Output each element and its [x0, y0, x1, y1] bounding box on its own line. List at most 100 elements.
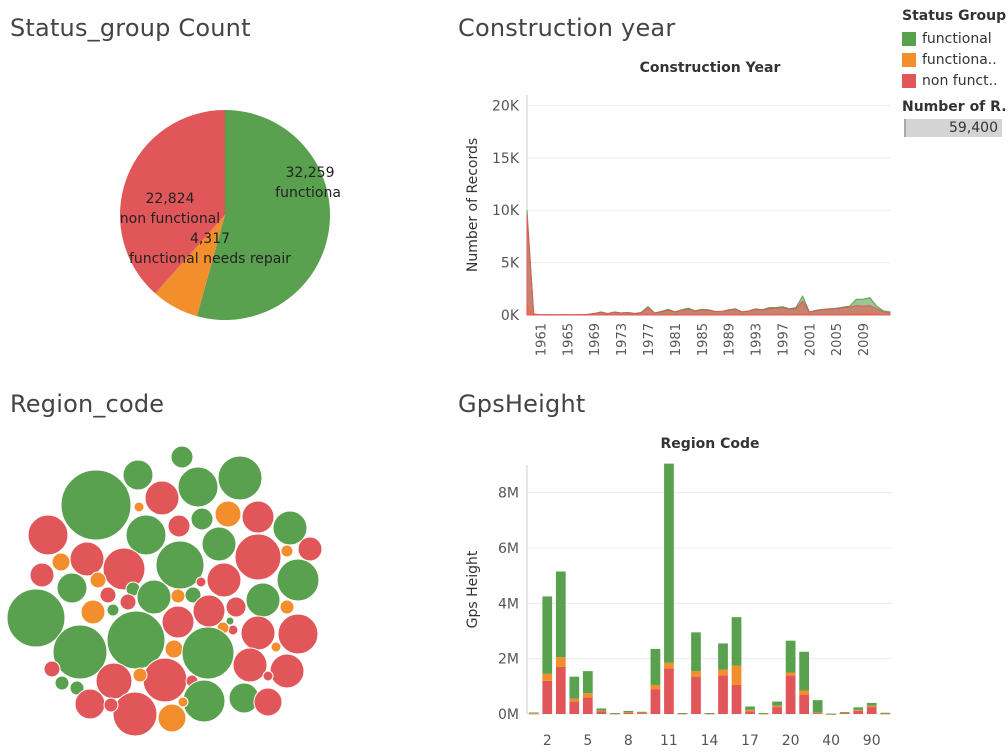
- bar-segment[interactable]: [542, 680, 553, 714]
- region-bubble[interactable]: [170, 445, 194, 469]
- bar-segment[interactable]: [853, 707, 864, 710]
- region-bubble[interactable]: [277, 613, 319, 655]
- region-bubble[interactable]: [262, 670, 274, 682]
- bar-segment[interactable]: [704, 713, 715, 714]
- bar-segment[interactable]: [812, 700, 823, 713]
- region-bubble[interactable]: [51, 552, 71, 572]
- region-bubble[interactable]: [133, 501, 145, 513]
- bar-segment[interactable]: [866, 702, 877, 706]
- region-bubble[interactable]: [214, 500, 242, 528]
- bar-segment[interactable]: [555, 666, 566, 714]
- bar-segment[interactable]: [772, 707, 782, 714]
- legend-item-non-functional[interactable]: non funct..: [902, 70, 1008, 91]
- region-bubble[interactable]: [56, 572, 88, 604]
- region-bubble[interactable]: [136, 579, 172, 615]
- bar-segment[interactable]: [853, 709, 864, 711]
- bar-segment[interactable]: [664, 463, 674, 663]
- region-bubble[interactable]: [241, 500, 275, 534]
- bar-segment[interactable]: [582, 671, 593, 694]
- region-bubble[interactable]: [27, 514, 69, 556]
- region-bubble[interactable]: [184, 586, 202, 604]
- region-bubble[interactable]: [195, 576, 207, 588]
- region-bubble[interactable]: [182, 679, 226, 723]
- bar-segment[interactable]: [718, 643, 728, 670]
- region-bubble[interactable]: [181, 626, 235, 680]
- region-bubble[interactable]: [102, 547, 146, 591]
- region-bubble[interactable]: [60, 469, 132, 541]
- bar-segment[interactable]: [555, 657, 566, 667]
- bar-segment[interactable]: [853, 710, 864, 714]
- bar-segment[interactable]: [691, 632, 701, 672]
- bar-segment[interactable]: [596, 711, 607, 714]
- bar-segment[interactable]: [718, 669, 728, 676]
- region-bubble[interactable]: [280, 544, 294, 558]
- pie-slice-0[interactable]: [196, 110, 330, 320]
- bar-segment[interactable]: [650, 684, 661, 690]
- bar-segment[interactable]: [880, 713, 891, 715]
- pie-slice-2[interactable]: [120, 110, 225, 294]
- bar-segment[interactable]: [731, 665, 742, 685]
- bar-segment[interactable]: [637, 712, 647, 714]
- region-bubble[interactable]: [225, 616, 235, 626]
- region-bubble[interactable]: [43, 660, 61, 678]
- bar-segment[interactable]: [745, 709, 755, 712]
- bar-segment[interactable]: [542, 673, 553, 681]
- construction-area-chart[interactable]: 0K 5K 10K 15K 20K Number of Records 1961 1965 19…: [455, 80, 900, 370]
- bar-segment[interactable]: [623, 710, 634, 713]
- legend-item-needs-repair[interactable]: functiona..: [902, 49, 1008, 70]
- region-bubble[interactable]: [6, 588, 66, 648]
- region-bubble[interactable]: [74, 688, 106, 720]
- region-bubble[interactable]: [269, 653, 305, 689]
- region-bubble[interactable]: [170, 588, 186, 604]
- region-bubble[interactable]: [119, 593, 137, 611]
- region-bubble[interactable]: [245, 582, 281, 618]
- bar-segment[interactable]: [785, 675, 796, 714]
- bar-segment[interactable]: [528, 712, 539, 714]
- region-bubble[interactable]: [225, 596, 247, 618]
- bar-segment[interactable]: [880, 712, 891, 714]
- region-bubble-chart[interactable]: [0, 440, 340, 750]
- bar-segment[interactable]: [691, 676, 701, 714]
- bar-segment[interactable]: [785, 672, 796, 676]
- region-bubble[interactable]: [297, 536, 323, 562]
- bar-segment[interactable]: [623, 712, 634, 714]
- region-bubble[interactable]: [279, 599, 295, 615]
- bar-segment[interactable]: [582, 697, 593, 714]
- bar-segment[interactable]: [596, 710, 607, 712]
- region-bubble[interactable]: [190, 507, 214, 531]
- region-bubble[interactable]: [29, 562, 55, 588]
- region-bubble[interactable]: [112, 691, 158, 737]
- bar-segment[interactable]: [555, 571, 566, 658]
- bar-segment[interactable]: [542, 596, 553, 674]
- region-bubble[interactable]: [164, 639, 184, 659]
- region-bubble[interactable]: [270, 641, 282, 653]
- region-bubble[interactable]: [80, 599, 106, 625]
- region-bubble[interactable]: [122, 459, 154, 491]
- bar-segment[interactable]: [826, 713, 837, 715]
- region-bubble[interactable]: [227, 624, 239, 636]
- region-bubble[interactable]: [201, 526, 237, 562]
- region-bubble[interactable]: [253, 687, 283, 717]
- bar-segment[interactable]: [664, 662, 674, 669]
- region-bubble[interactable]: [69, 680, 85, 696]
- status-pie-chart[interactable]: 32,259 functional 4,317 functional needs re…: [110, 100, 340, 330]
- region-bubble[interactable]: [167, 514, 191, 538]
- region-bubble[interactable]: [54, 675, 70, 691]
- bar-segment[interactable]: [772, 705, 782, 708]
- region-bubble[interactable]: [177, 696, 189, 708]
- area-series-2[interactable]: [526, 215, 891, 316]
- region-bubble[interactable]: [144, 480, 180, 516]
- region-bubble[interactable]: [157, 703, 187, 733]
- bar-segment[interactable]: [637, 711, 647, 713]
- region-bubble[interactable]: [272, 510, 308, 546]
- region-bubble[interactable]: [103, 697, 119, 713]
- bar-segment[interactable]: [799, 694, 809, 714]
- region-bubble[interactable]: [125, 514, 167, 556]
- bar-segment[interactable]: [691, 671, 701, 677]
- region-bubble[interactable]: [161, 605, 195, 639]
- region-bubble[interactable]: [52, 624, 108, 680]
- region-bubble[interactable]: [99, 586, 117, 604]
- region-bubble[interactable]: [177, 466, 219, 508]
- bar-segment[interactable]: [677, 713, 688, 714]
- bar-segment[interactable]: [664, 668, 674, 714]
